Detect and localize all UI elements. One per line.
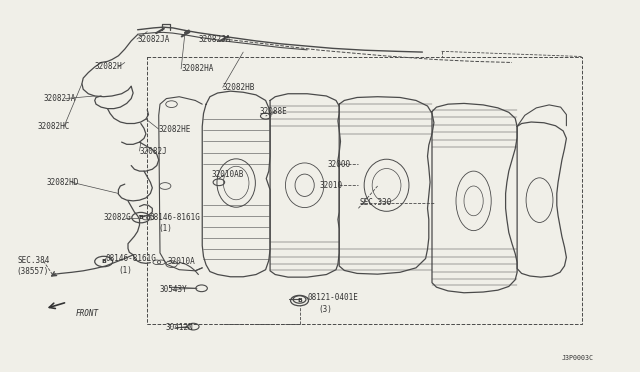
Text: 32010A: 32010A — [168, 257, 195, 266]
Text: 32010AB: 32010AB — [211, 170, 244, 179]
Text: 30543Y: 30543Y — [160, 285, 188, 294]
Text: 32082J: 32082J — [140, 147, 167, 155]
Text: 32082HA: 32082HA — [181, 64, 214, 73]
Text: 32082JA: 32082JA — [138, 35, 170, 44]
Text: 08121-0401E: 08121-0401E — [307, 293, 358, 302]
Text: 08146-8161G: 08146-8161G — [106, 254, 156, 263]
Text: 32000: 32000 — [328, 160, 351, 169]
Text: 32082HB: 32082HB — [223, 83, 255, 92]
Text: 32082JA: 32082JA — [44, 94, 76, 103]
Text: J3P0003C: J3P0003C — [562, 355, 594, 361]
Text: 32082HD: 32082HD — [46, 178, 79, 187]
Text: B: B — [297, 298, 302, 303]
Text: B: B — [101, 259, 106, 264]
Text: 32088E: 32088E — [260, 107, 287, 116]
Text: SEC.330: SEC.330 — [360, 198, 392, 207]
Text: (1): (1) — [159, 224, 173, 233]
Text: (38557): (38557) — [16, 267, 49, 276]
Text: 08146-8161G: 08146-8161G — [149, 213, 200, 222]
Text: 32082HC: 32082HC — [37, 122, 70, 131]
Text: B: B — [138, 215, 143, 220]
Text: 32010: 32010 — [320, 182, 343, 190]
Text: 32082HE: 32082HE — [159, 125, 191, 134]
Text: 32082G: 32082G — [104, 213, 131, 222]
Text: (1): (1) — [118, 266, 132, 275]
Text: FRONT: FRONT — [76, 309, 99, 318]
Text: (3): (3) — [319, 305, 333, 314]
Text: SEC.384: SEC.384 — [18, 256, 51, 265]
Text: 32082JA: 32082JA — [198, 35, 231, 44]
Text: 30412N: 30412N — [165, 323, 193, 332]
Text: 32082H: 32082H — [95, 62, 122, 71]
